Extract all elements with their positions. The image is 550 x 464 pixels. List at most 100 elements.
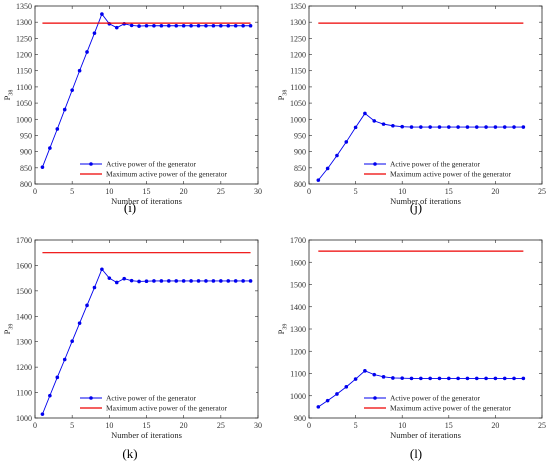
y-tick-label: 1200 — [16, 51, 32, 60]
y-tick-label: 1350 — [290, 2, 306, 11]
data-point — [174, 23, 179, 28]
y-tick-label: 950 — [20, 131, 32, 140]
data-point — [100, 267, 104, 272]
y-tick-label: 1400 — [290, 303, 306, 312]
data-point — [419, 376, 423, 381]
data-point — [521, 376, 526, 381]
x-tick-label: 15 — [143, 421, 151, 430]
y-tick-label: 900 — [20, 148, 32, 157]
legend-entry-2: Maximum active power of the generator — [390, 170, 511, 179]
data-point — [189, 279, 193, 283]
y-tick-label: 1150 — [290, 67, 306, 76]
x-tick-label: 20 — [180, 421, 188, 430]
data-point — [335, 153, 339, 158]
y-tick-label: 1200 — [290, 347, 306, 356]
data-point — [372, 372, 377, 377]
data-point — [400, 124, 405, 129]
data-point — [233, 279, 238, 283]
y-tick-label: 1150 — [16, 67, 32, 76]
y-tick-label: 1200 — [16, 363, 32, 372]
legend-marker — [373, 162, 377, 166]
x-tick-label: 0 — [33, 421, 37, 430]
data-point — [325, 398, 330, 403]
chart-panel-2: 0 5 10 15 20 25 800 850 900 950 1000 1050 1100 1150 12… — [276, 2, 546, 215]
data-point — [107, 276, 112, 280]
panel-label: (k) — [122, 446, 137, 461]
data-point — [226, 279, 231, 283]
y-tick-label: 850 — [294, 164, 306, 173]
data-point — [62, 357, 67, 362]
panel-label: (i) — [124, 200, 136, 215]
data-point — [456, 376, 460, 381]
data-point — [465, 376, 470, 381]
y-axis-label: P38 — [276, 90, 289, 101]
x-tick-label: 10 — [398, 421, 406, 430]
data-point — [484, 376, 488, 381]
legend-box — [76, 157, 256, 181]
y-tick-label: 1050 — [16, 99, 32, 108]
data-point — [447, 125, 451, 129]
data-point — [344, 140, 349, 144]
data-point — [137, 24, 141, 28]
y-tick-label: 1700 — [16, 236, 32, 245]
data-point — [325, 166, 330, 171]
data-point — [129, 23, 134, 28]
y-tick-label: 1350 — [16, 2, 32, 11]
data-point — [381, 122, 386, 126]
data-point — [211, 23, 216, 28]
data-point — [363, 369, 367, 373]
y-tick-label: 1000 — [16, 414, 32, 423]
x-tick-label: 5 — [354, 187, 358, 196]
data-point — [419, 125, 423, 129]
data-point — [456, 125, 460, 129]
x-tick-label: 15 — [445, 421, 453, 430]
data-point — [181, 279, 186, 283]
x-tick-label: 30 — [254, 421, 262, 430]
data-point — [181, 23, 186, 28]
data-point — [447, 376, 451, 381]
y-tick-label: 1200 — [290, 51, 306, 60]
data-point — [502, 125, 507, 129]
data-point — [70, 88, 74, 92]
data-point — [92, 31, 97, 35]
legend-marker — [89, 396, 93, 400]
data-point — [196, 23, 201, 28]
data-point — [114, 280, 119, 285]
data-point — [122, 22, 126, 26]
data-point — [363, 111, 367, 116]
legend-entry-2: Maximum active power of the generator — [390, 404, 511, 413]
data-point — [77, 68, 82, 73]
x-tick-label: 10 — [105, 421, 113, 430]
data-point — [484, 125, 488, 129]
data-point — [122, 276, 126, 281]
y-tick-label: 900 — [294, 414, 306, 423]
y-axis-label: P39 — [2, 324, 15, 335]
x-tick-label: 20 — [491, 421, 499, 430]
data-point — [502, 376, 507, 381]
data-point — [85, 50, 89, 54]
y-tick-label: 900 — [294, 148, 306, 157]
x-tick-label: 5 — [354, 421, 358, 430]
data-point — [114, 25, 119, 30]
data-point — [55, 375, 60, 380]
x-tick-label: 10 — [398, 187, 406, 196]
data-point — [437, 376, 442, 381]
data-point — [159, 279, 164, 283]
data-point — [196, 279, 201, 283]
y-tick-label: 1100 — [16, 83, 32, 92]
x-tick-label: 25 — [538, 187, 546, 196]
legend-entry-1: Active power of the generator — [390, 394, 480, 403]
y-axis-label: P39 — [276, 324, 289, 335]
x-axis-label: Number of iterations — [111, 430, 182, 440]
y-tick-label: 1600 — [290, 258, 306, 267]
legend-marker — [373, 396, 377, 400]
data-point — [40, 412, 45, 416]
data-point — [167, 279, 171, 283]
y-tick-label: 1100 — [16, 389, 32, 398]
y-axis-label: P38 — [2, 90, 15, 101]
data-point — [137, 279, 141, 284]
y-tick-label: 800 — [20, 180, 32, 189]
x-axis-label: Number of iterations — [390, 196, 461, 206]
data-point — [233, 23, 238, 28]
data-point — [391, 376, 395, 380]
